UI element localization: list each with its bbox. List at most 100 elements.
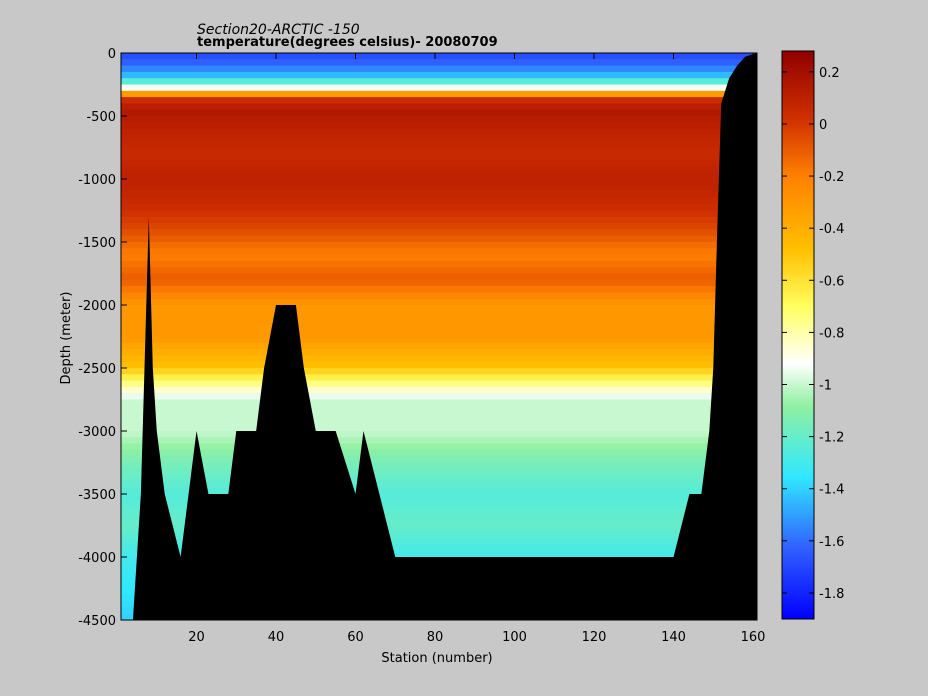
colorbar-tick-label: -1 (819, 379, 832, 394)
heatmap-band (121, 550, 757, 558)
heatmap-band (121, 368, 757, 375)
heatmap-band (121, 185, 757, 193)
y-tick-label: -4500 (78, 614, 116, 629)
heatmap-band (121, 538, 757, 545)
y-tick-label: -1000 (78, 173, 116, 188)
heatmap-band (121, 71, 757, 79)
heatmap-band (121, 481, 757, 489)
heatmap-band (121, 116, 757, 123)
heatmap-band (121, 544, 757, 552)
colorbar-tick-label: -1.4 (819, 483, 844, 498)
x-tick-label: 60 (347, 630, 364, 645)
y-tick-label: -3500 (78, 488, 116, 503)
heatmap-band (121, 53, 757, 60)
heatmap-band (121, 424, 757, 432)
heatmap-band (121, 512, 757, 520)
heatmap-band (121, 431, 757, 438)
heatmap-band (121, 418, 757, 426)
heatmap-band (121, 323, 757, 331)
heatmap-band (121, 109, 757, 117)
y-tick-label: -4000 (78, 551, 116, 566)
heatmap-band (121, 342, 757, 350)
colorbar (781, 50, 815, 620)
heatmap-band (121, 59, 757, 67)
heatmap-band (121, 374, 757, 382)
seafloor-mask (121, 53, 757, 620)
plot-frame (120, 52, 758, 621)
y-tick-label: 0 (108, 47, 116, 62)
heatmap-band (121, 248, 757, 256)
colorbar-tick-label: 0.2 (819, 66, 840, 81)
heatmap-band (121, 260, 757, 268)
x-tick-label: 120 (582, 630, 607, 645)
heatmap-band (121, 197, 757, 205)
heatmap-band (121, 286, 757, 293)
heatmap-band (121, 216, 757, 224)
heatmap-band (121, 525, 757, 533)
heatmap-band (121, 223, 757, 230)
heatmap-band (121, 336, 757, 344)
heatmap-band (121, 273, 757, 281)
colorbar-tick-label: 0 (819, 118, 827, 133)
x-tick-label: 40 (268, 630, 285, 645)
heatmap-band (121, 361, 757, 369)
heatmap-band (121, 210, 757, 218)
chart-title: Section20-ARCTIC -150 (197, 22, 360, 38)
heatmap-band (121, 519, 757, 526)
colorbar-tick-label: -1.2 (819, 431, 844, 446)
heatmap-band (121, 179, 757, 186)
heatmap-band (121, 292, 757, 300)
heatmap-band (121, 437, 757, 445)
heatmap-band (121, 349, 757, 356)
heatmap-band (121, 90, 757, 98)
heatmap-band (121, 305, 757, 312)
heatmap-band (121, 103, 757, 111)
y-axis: 0 -500 -1000 -1500 -2000 -2500 -3000 -3500 -4000… (78, 47, 757, 629)
x-tick-label: 160 (741, 630, 766, 645)
heatmap-band (121, 355, 757, 363)
heatmap-band (121, 84, 757, 92)
heatmap-band (121, 399, 757, 407)
colorbar-tick-label: -1.8 (819, 587, 844, 602)
heatmap-band (121, 254, 757, 262)
heatmap-band (121, 412, 757, 419)
x-tick-label: 140 (661, 630, 686, 645)
x-tick-label: 100 (502, 630, 527, 645)
heatmap-band (121, 147, 757, 155)
colorbar-tick-label: -0.8 (819, 326, 844, 341)
heatmap-band (121, 405, 757, 413)
heatmap-band (121, 97, 757, 104)
heatmap-band (121, 242, 757, 249)
heatmap-band (121, 267, 757, 274)
x-axis-label: Station (number) (381, 651, 492, 666)
heatmap-band (121, 456, 757, 463)
chart-subtitle: temperature(degrees celsius)- 20080709 (197, 35, 498, 50)
heatmap-band (121, 160, 757, 167)
heatmap-band (121, 475, 757, 482)
heatmap-band (121, 468, 757, 476)
heatmap-band (121, 229, 757, 237)
heatmap-band (121, 311, 757, 319)
y-tick-label: -2000 (78, 299, 116, 314)
heatmap-band (121, 172, 757, 180)
heatmap-band (121, 204, 757, 211)
bathymetry-mask (121, 53, 757, 620)
heatmap-band (121, 330, 757, 337)
colorbar-tick-label: -0.2 (819, 170, 844, 185)
heatmap-area (121, 53, 757, 620)
y-tick-label: -1500 (78, 236, 116, 251)
heatmap-band (121, 317, 757, 325)
colorbar-tick-label: -0.6 (819, 274, 844, 289)
heatmap-band (121, 279, 757, 287)
heatmap-band (121, 153, 757, 161)
y-axis-label: Depth (meter) (59, 292, 74, 385)
heatmap-band (121, 443, 757, 451)
y-tick-label: -2500 (78, 362, 116, 377)
x-axis: 20 40 60 80 100 120 140 160 (188, 53, 765, 645)
heatmap-band (121, 449, 757, 457)
heatmap-band (121, 462, 757, 470)
heatmap-band (121, 235, 757, 243)
heatmap-band (121, 506, 757, 514)
heatmap-band (121, 487, 757, 495)
